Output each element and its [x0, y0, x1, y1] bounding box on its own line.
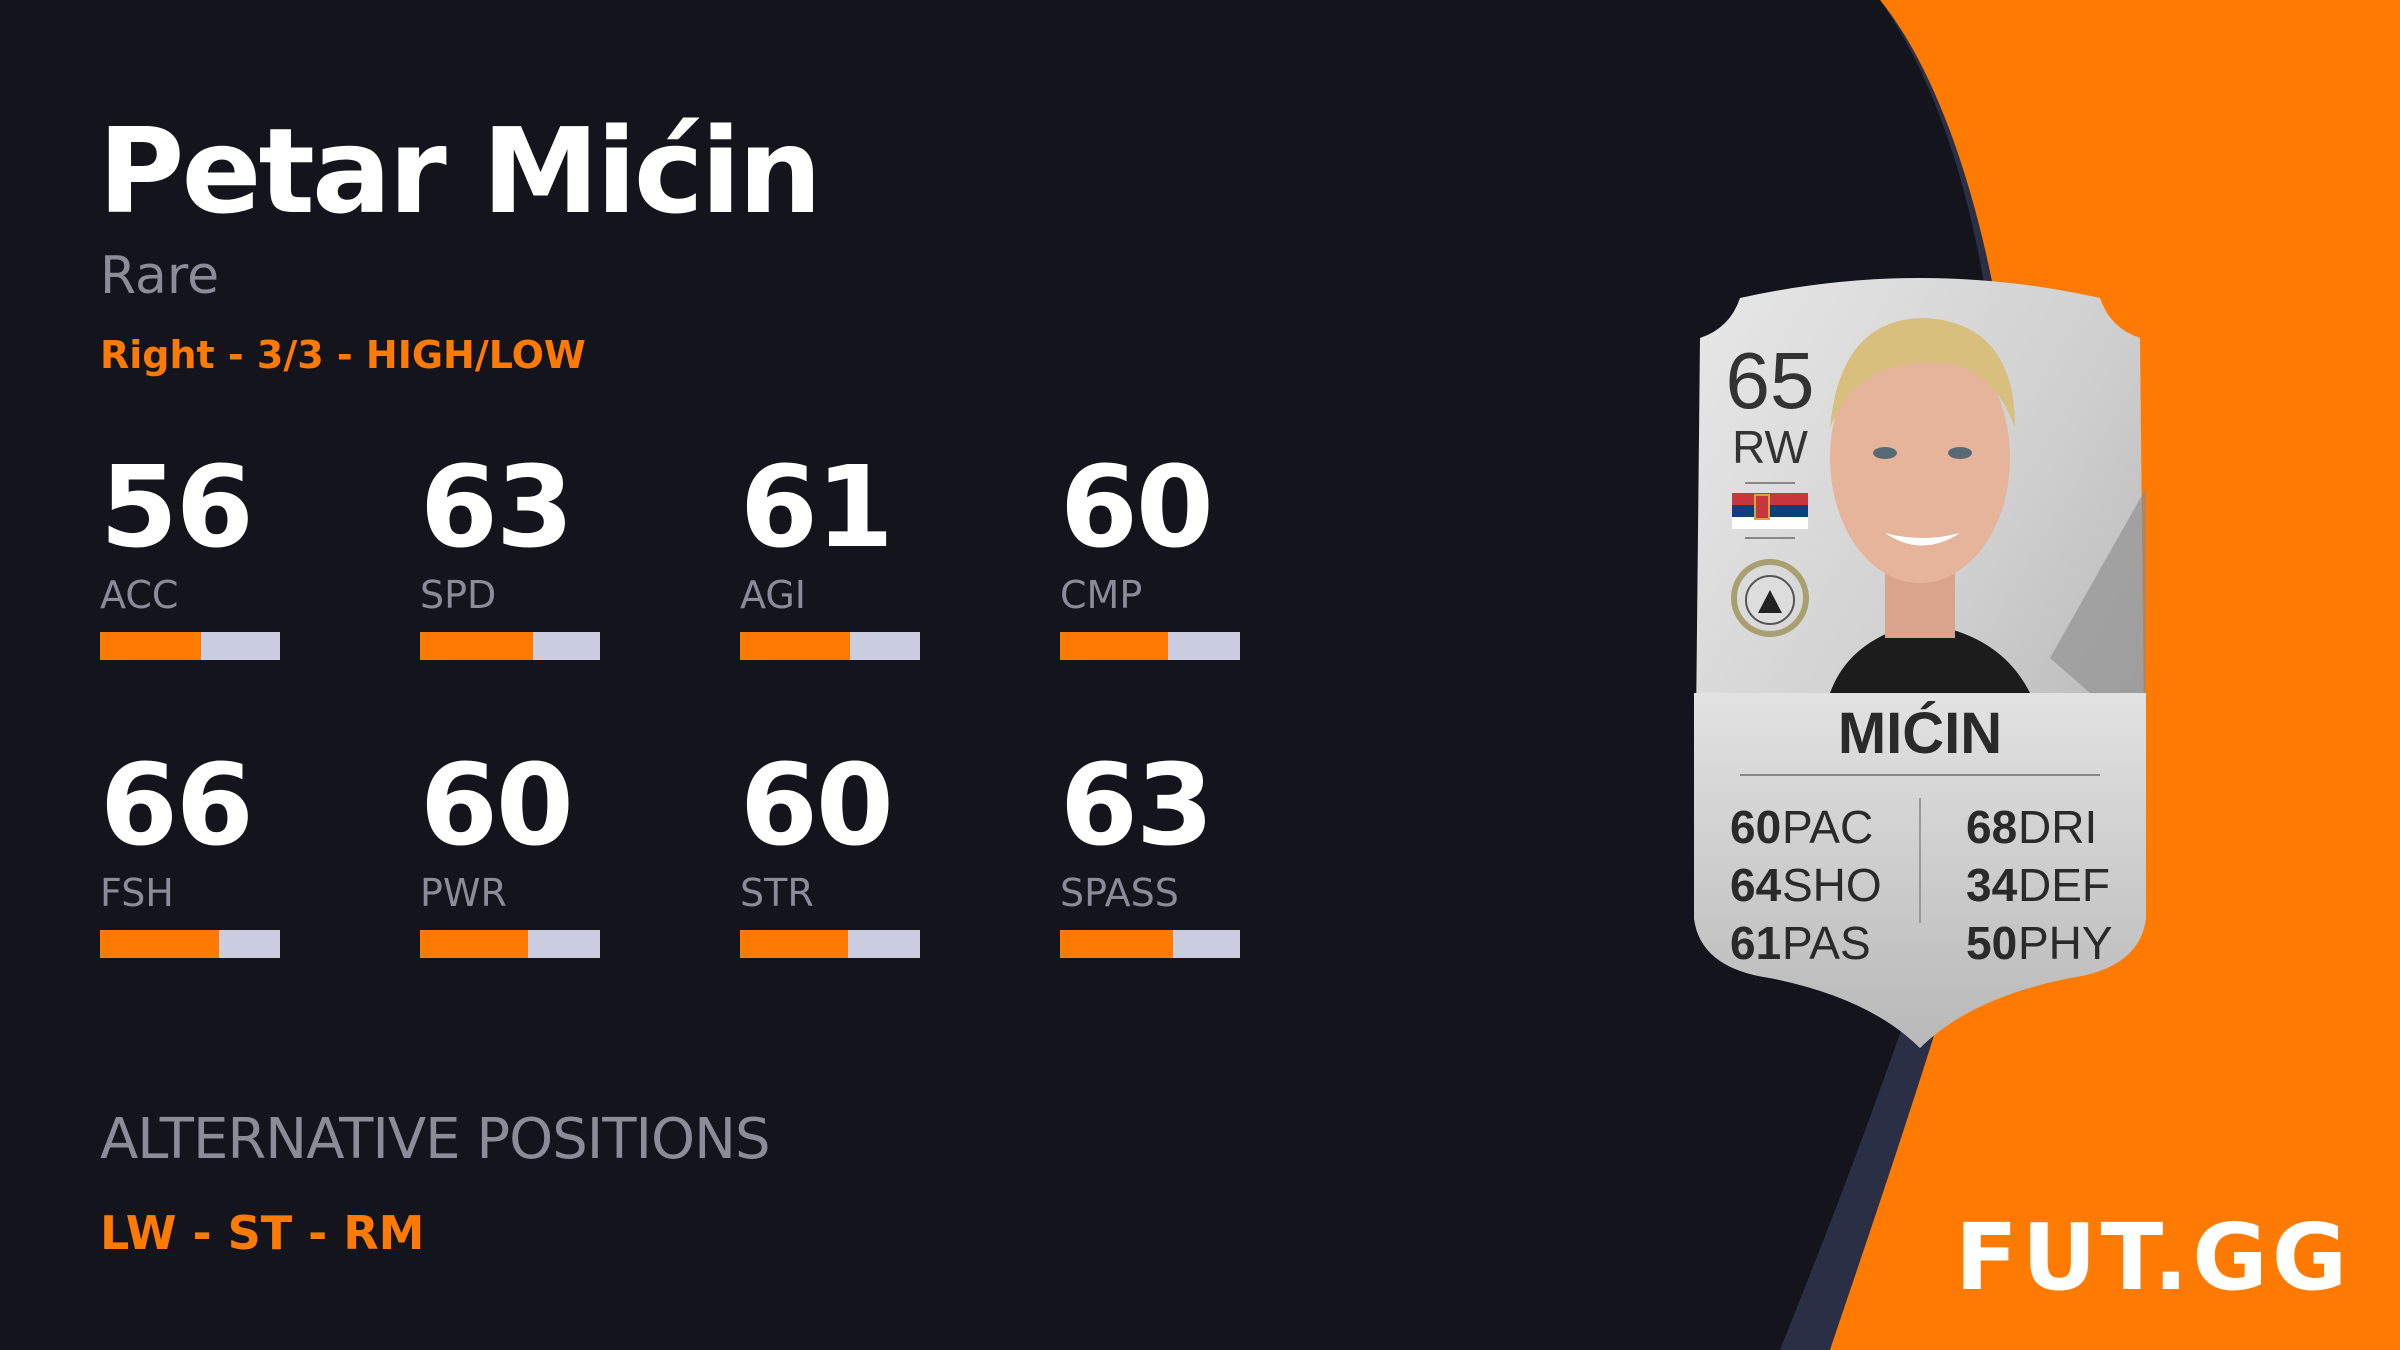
fut-gg-logo: FUT.GG	[1955, 1204, 2352, 1311]
stat-label: ACC	[100, 573, 179, 617]
alternative-positions-heading: ALTERNATIVE POSITIONS	[100, 1107, 771, 1172]
stat-spass: 63 SPASS	[1060, 750, 1260, 958]
stat-pwr: 60 PWR	[420, 750, 620, 958]
stat-bar	[1060, 632, 1240, 660]
stat-label: CMP	[1060, 573, 1143, 617]
card-stat-label: PAC	[1782, 801, 1873, 853]
card-rating: 65	[1726, 336, 1815, 425]
stat-label: SPASS	[1060, 871, 1179, 915]
stat-value: 63	[1060, 741, 1214, 871]
stat-bar-fill	[1060, 930, 1174, 958]
stat-bar-fill	[100, 930, 219, 958]
stat-value: 60	[740, 741, 894, 871]
stat-bar	[740, 930, 920, 958]
card-stat-label: PAS	[1782, 917, 1871, 969]
stat-label: STR	[740, 871, 814, 915]
card-name: MIĆIN	[1838, 701, 2002, 766]
stat-bar	[1060, 930, 1240, 958]
stat-bar-fill	[420, 632, 534, 660]
card-stat-value: 60	[1730, 801, 1781, 853]
player-photo	[1830, 318, 2030, 693]
stat-label: FSH	[100, 871, 174, 915]
stat-bar	[420, 632, 600, 660]
card-stat-value: 61	[1730, 917, 1781, 969]
card-stat-label: PHY	[2018, 917, 2113, 969]
stat-bar-fill	[100, 632, 201, 660]
stat-str: 60 STR	[740, 750, 940, 958]
player-rarity: Rare	[100, 246, 220, 306]
serbia-flag-icon	[1732, 493, 1808, 529]
stat-bar	[100, 930, 280, 958]
card-stat-label: DEF	[2018, 859, 2110, 911]
card-stat-label: DRI	[2018, 801, 2097, 853]
stat-label: AGI	[740, 573, 806, 617]
stat-value: 56	[100, 443, 254, 573]
stat-value: 66	[100, 741, 254, 871]
card-position: RW	[1732, 421, 1808, 473]
card-stat-value: 50	[1966, 917, 2017, 969]
stat-bar	[100, 632, 280, 660]
stat-cmp: 60 CMP	[1060, 452, 1260, 660]
player-name: Petar Mićin	[98, 102, 822, 240]
stat-bar-fill	[1060, 632, 1168, 660]
alternative-positions: LW - ST - RM	[100, 1206, 425, 1260]
stat-value: 63	[420, 443, 574, 573]
stat-bar	[740, 632, 920, 660]
stat-bar	[420, 930, 600, 958]
card-stat-value: 64	[1730, 859, 1782, 911]
stat-spd: 63 SPD	[420, 452, 620, 660]
player-info: Right - 3/3 - HIGH/LOW	[100, 333, 586, 377]
card-stat-value: 68	[1966, 801, 2017, 853]
card-stat-value: 34	[1966, 859, 2018, 911]
stat-agi: 61 AGI	[740, 452, 940, 660]
stat-value: 60	[1060, 443, 1214, 573]
stat-bar-fill	[740, 930, 848, 958]
stat-bar-fill	[420, 930, 528, 958]
stat-acc: 56 ACC	[100, 452, 300, 660]
stat-label: SPD	[420, 573, 497, 617]
stat-fsh: 66 FSH	[100, 750, 300, 958]
stat-label: PWR	[420, 871, 507, 915]
udinese-badge-icon	[1731, 559, 1809, 637]
card-stat-label: SHO	[1782, 859, 1882, 911]
stat-bar-fill	[740, 632, 850, 660]
stat-value: 60	[420, 741, 574, 871]
stat-value: 61	[740, 443, 894, 573]
